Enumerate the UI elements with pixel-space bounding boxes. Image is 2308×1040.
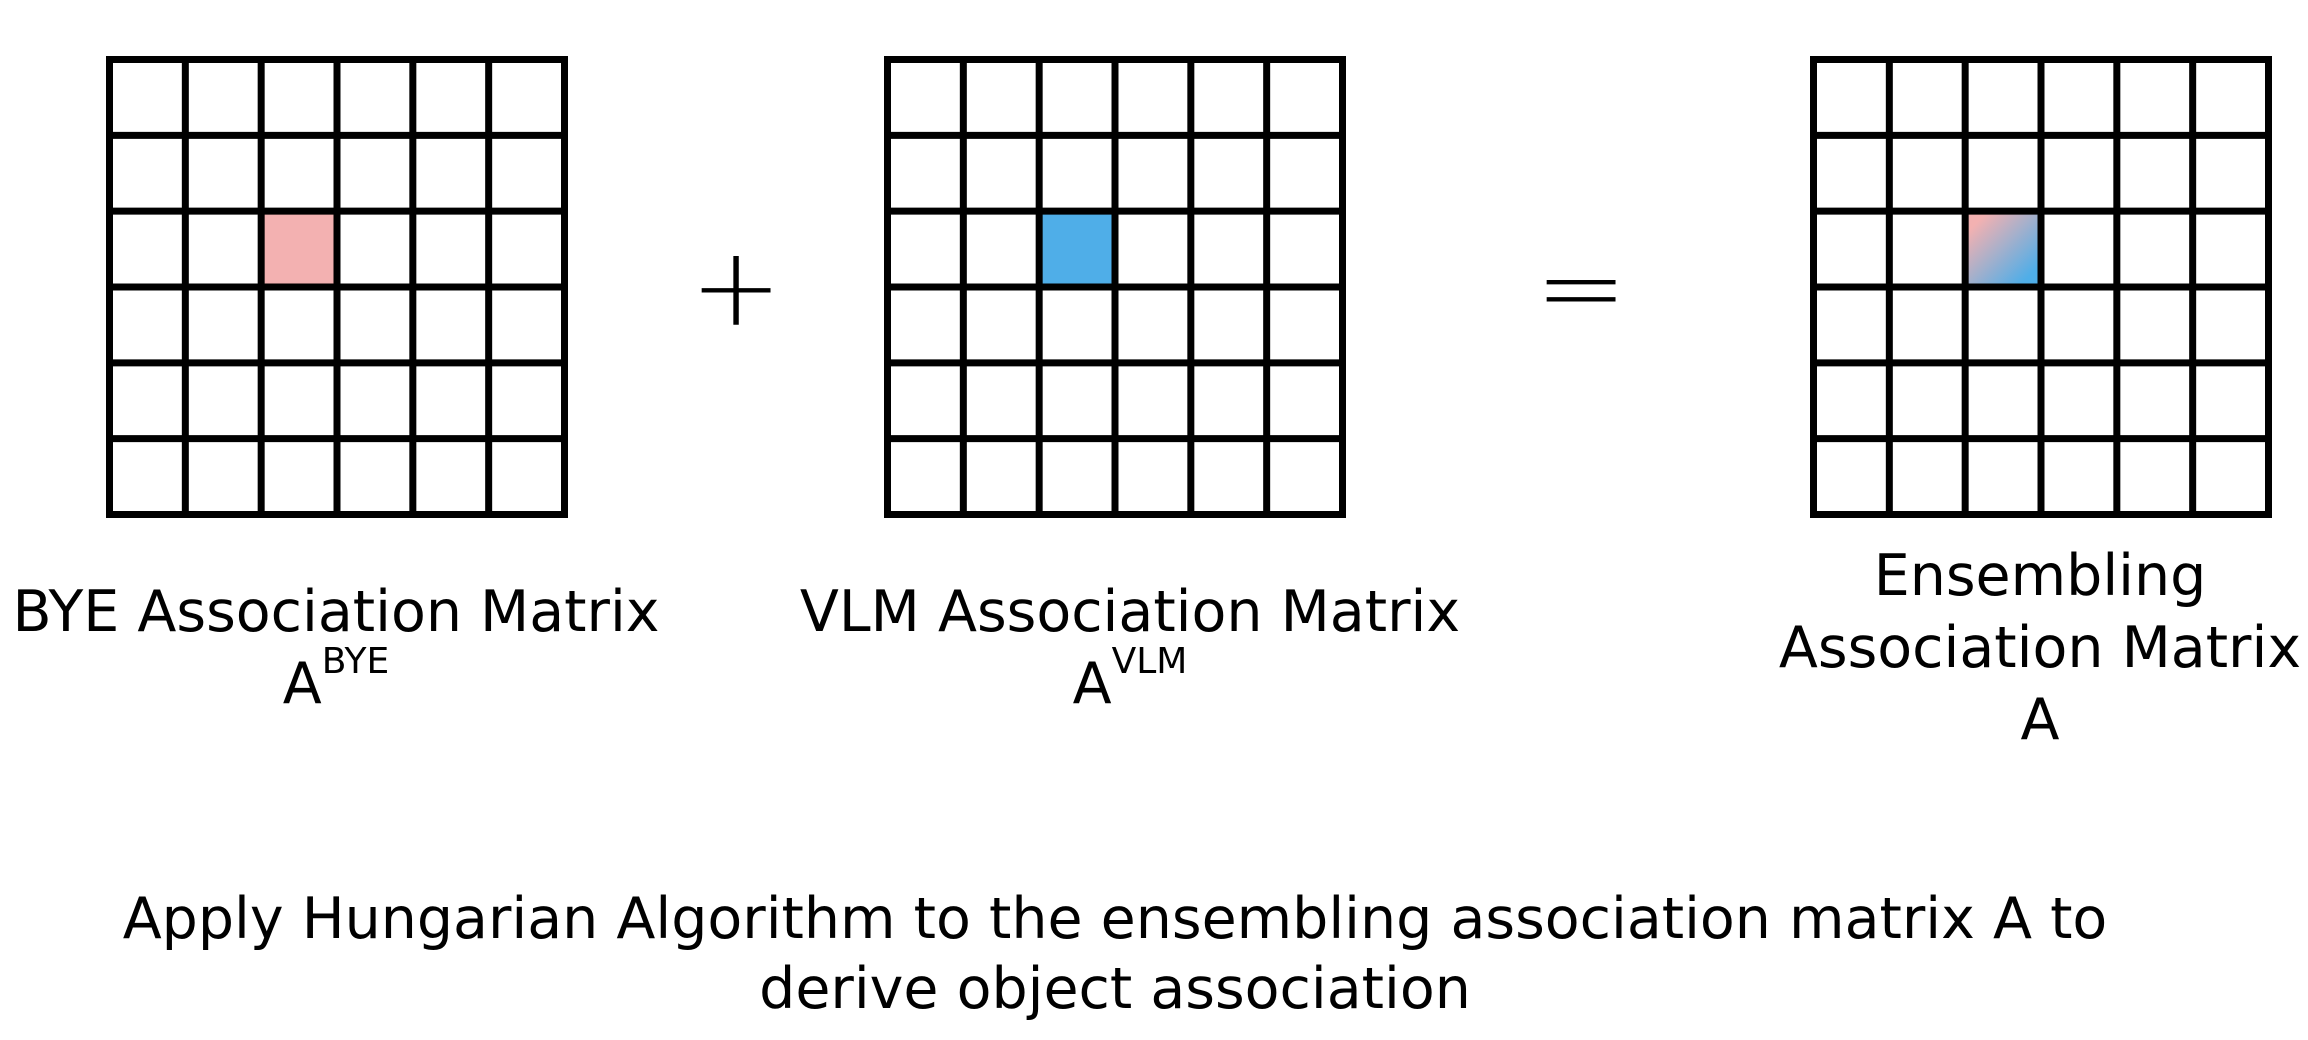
ensembling-matrix-symbol: A [1710, 684, 2308, 756]
ensembling-symbol-base: A [2020, 687, 2060, 753]
plus-operator: + [690, 223, 783, 351]
bye-matrix-name: BYE Association Matrix [12, 579, 660, 645]
vlm-matrix-svg [884, 56, 1346, 518]
vlm-matrix-symbol: AVLM [750, 644, 1510, 720]
bye-association-matrix [106, 56, 568, 518]
vlm-highlighted-cell [1039, 211, 1115, 287]
footer-caption-line-2: derive object association [759, 956, 1471, 1022]
bye-symbol-base: A [282, 651, 322, 717]
bye-matrix-label: BYE Association Matrix ABYE [0, 576, 692, 720]
footer-caption-line-1: Apply Hungarian Algorithm to the ensembl… [122, 886, 2108, 952]
bye-matrix-symbol: ABYE [0, 644, 692, 720]
ensembling-matrix-name-line-1: Ensembling [1873, 543, 2207, 609]
ens-highlighted-cell [1965, 211, 2041, 287]
vlm-symbol-superscript: VLM [1111, 641, 1188, 682]
ensembling-matrix-label: Ensembling Association Matrix A [1710, 540, 2308, 756]
ensembling-matrix-name-line-2: Association Matrix [1778, 615, 2302, 681]
ensembling-association-matrix [1810, 56, 2272, 518]
vlm-association-matrix [884, 56, 1346, 518]
ens-matrix-svg [1810, 56, 2272, 518]
bye-matrix-svg [106, 56, 568, 518]
equals-operator: = [1535, 223, 1628, 351]
vlm-matrix-label: VLM Association Matrix AVLM [750, 576, 1510, 720]
vlm-matrix-name: VLM Association Matrix [799, 579, 1461, 645]
bye-highlighted-cell [261, 211, 337, 287]
vlm-symbol-base: A [1072, 651, 1112, 717]
bye-symbol-superscript: BYE [321, 641, 390, 682]
footer-caption: Apply Hungarian Algorithm to the ensembl… [0, 884, 2230, 1024]
